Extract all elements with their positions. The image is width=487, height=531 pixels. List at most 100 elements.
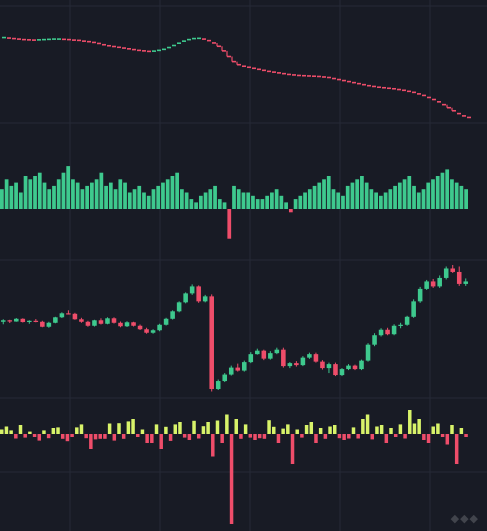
volume-bar	[108, 182, 113, 209]
candle-body	[346, 365, 351, 370]
volume-bar	[71, 179, 75, 209]
candle-body	[456, 271, 462, 284]
volume-bar	[113, 189, 118, 209]
volume-bar	[402, 179, 407, 209]
candle-body	[255, 350, 260, 355]
oscillator-bar	[403, 434, 407, 439]
candle-body	[66, 313, 71, 315]
oscillator-bar	[445, 434, 450, 445]
oscillator-bar	[342, 434, 346, 440]
volume-bar	[203, 192, 208, 209]
volume-bar	[56, 179, 61, 209]
candle-body	[85, 321, 91, 326]
oscillator-bar	[196, 434, 201, 439]
candle-body	[241, 362, 247, 371]
oscillator-bar	[18, 425, 23, 434]
candle-body	[163, 318, 169, 325]
candle-body	[209, 296, 214, 390]
oscillator-bar	[164, 426, 168, 434]
volume-bar	[127, 192, 132, 209]
volume-bar	[146, 195, 151, 209]
oscillator-bar	[389, 428, 393, 434]
candle-body	[443, 268, 449, 278]
oscillator-bar	[422, 434, 426, 440]
volume-bar	[326, 176, 331, 209]
volume-bar	[274, 189, 279, 209]
volume-bar	[18, 192, 23, 209]
volume-bar	[161, 182, 165, 209]
oscillator-bar	[168, 434, 173, 441]
oscillator-bar	[304, 425, 309, 434]
candle-body	[352, 365, 358, 370]
volume-bar	[360, 176, 364, 209]
volume-bar	[454, 182, 459, 209]
candle-body	[46, 322, 52, 327]
volume-bar	[66, 166, 71, 209]
volume-bar	[251, 195, 255, 209]
oscillator-bar	[243, 424, 248, 434]
candle-body	[33, 320, 39, 322]
candle-body	[463, 281, 469, 284]
volume-bar	[14, 182, 18, 209]
candle-body	[268, 353, 273, 359]
oscillator-bar	[220, 434, 224, 443]
oscillator-bar	[28, 431, 32, 434]
candle-body	[144, 329, 149, 333]
volume-bar	[307, 189, 312, 209]
volume-bar	[265, 195, 270, 209]
volume-bar	[170, 176, 175, 209]
volume-bar	[407, 176, 412, 209]
oscillator-bar	[145, 434, 149, 443]
candlestick-panel	[0, 264, 469, 392]
volume-bar	[222, 202, 227, 209]
oscillator-bar	[384, 434, 389, 443]
oscillator-bar	[295, 429, 299, 434]
oscillator-bar	[351, 427, 356, 434]
candle-body	[417, 288, 423, 302]
volume-bar	[350, 182, 355, 209]
candle-body	[20, 318, 26, 323]
oscillator-bar	[314, 434, 318, 443]
volume-bar	[61, 172, 66, 209]
volume-bar	[208, 189, 213, 209]
candle-body	[215, 381, 221, 390]
candle-body	[339, 369, 345, 376]
volume-bar	[312, 185, 317, 209]
oscillator-bar	[93, 434, 98, 440]
oscillator-bar	[408, 410, 412, 434]
candle-body	[326, 364, 332, 369]
volume-bar	[156, 185, 161, 209]
oscillator-bar	[272, 426, 276, 434]
oscillator-bar	[131, 419, 135, 434]
oscillator-bar	[150, 434, 154, 443]
volume-bar	[412, 185, 416, 209]
oscillator-bar	[426, 434, 431, 443]
oscillator-bar	[309, 422, 314, 434]
oscillator-bar	[459, 428, 464, 434]
oscillator-bar	[51, 428, 56, 434]
volume-bar	[23, 176, 28, 209]
volume-bar	[4, 179, 9, 209]
oscillator-bar	[89, 434, 93, 449]
brand-watermark-icon: ◆◆◆	[450, 512, 479, 525]
volume-bar	[232, 185, 236, 209]
candle-body	[131, 322, 136, 326]
oscillator-bar	[239, 434, 243, 439]
volume-bar	[298, 195, 303, 209]
volume-bar	[435, 176, 440, 209]
candle-body	[105, 318, 110, 324]
volume-bar	[90, 182, 94, 209]
volume-bar	[303, 192, 307, 209]
oscillator-bar	[215, 420, 220, 434]
volume-bar	[383, 192, 388, 209]
volume-bar	[104, 185, 108, 209]
oscillator-bar	[248, 434, 253, 438]
oscillator-bar	[107, 423, 112, 434]
volume-bar	[369, 189, 374, 209]
oscillator-bar	[154, 424, 159, 434]
candle-body	[248, 354, 254, 363]
candle-body	[0, 320, 6, 322]
volume-bar	[270, 192, 274, 209]
candle-body	[27, 320, 32, 323]
